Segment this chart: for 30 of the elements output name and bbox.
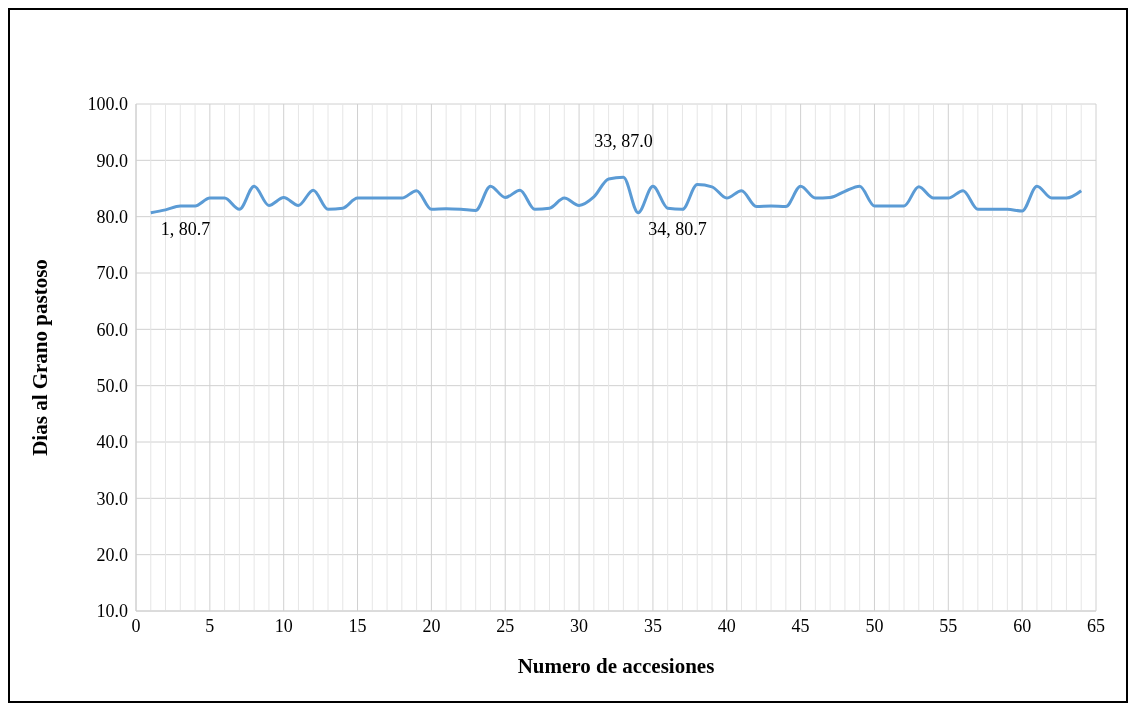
x-axis-title: Numero de accesiones	[517, 654, 715, 678]
y-axis-title: Dias al Grano pastoso	[28, 259, 53, 456]
y-tick-label: 10.0	[96, 601, 128, 622]
x-tick-label: 5	[205, 615, 215, 636]
data-label: 34, 80.7	[648, 218, 707, 239]
x-tick-label: 25	[496, 615, 515, 636]
data-label: 33, 87.0	[594, 131, 653, 152]
line-series	[149, 175, 1083, 215]
x-tick-label: 65	[1087, 615, 1105, 636]
y-tick-label: 80.0	[96, 207, 128, 228]
y-tick-label: 50.0	[96, 376, 128, 397]
x-tick-label: 20	[422, 615, 441, 636]
x-tick-label: 0	[131, 615, 141, 636]
y-tick-label: 30.0	[96, 488, 128, 509]
x-tick-label: 35	[643, 615, 662, 636]
x-tick-label: 30	[570, 615, 589, 636]
x-tick-label: 45	[791, 615, 810, 636]
y-tick-label: 70.0	[96, 263, 128, 284]
x-tick-label: 55	[939, 615, 958, 636]
x-tick-label: 15	[348, 615, 367, 636]
x-tick-label: 10	[274, 615, 293, 636]
x-tick-label: 50	[865, 615, 884, 636]
y-tick-label: 90.0	[96, 150, 128, 171]
x-tick-label: 40	[717, 615, 736, 636]
y-tick-label: 100.0	[87, 94, 128, 115]
x-tick-label: 60	[1013, 615, 1032, 636]
y-tick-label: 60.0	[96, 319, 128, 340]
data-label: 1, 80.7	[160, 218, 211, 239]
y-tick-label: 40.0	[96, 432, 128, 453]
y-tick-label: 20.0	[96, 545, 128, 566]
